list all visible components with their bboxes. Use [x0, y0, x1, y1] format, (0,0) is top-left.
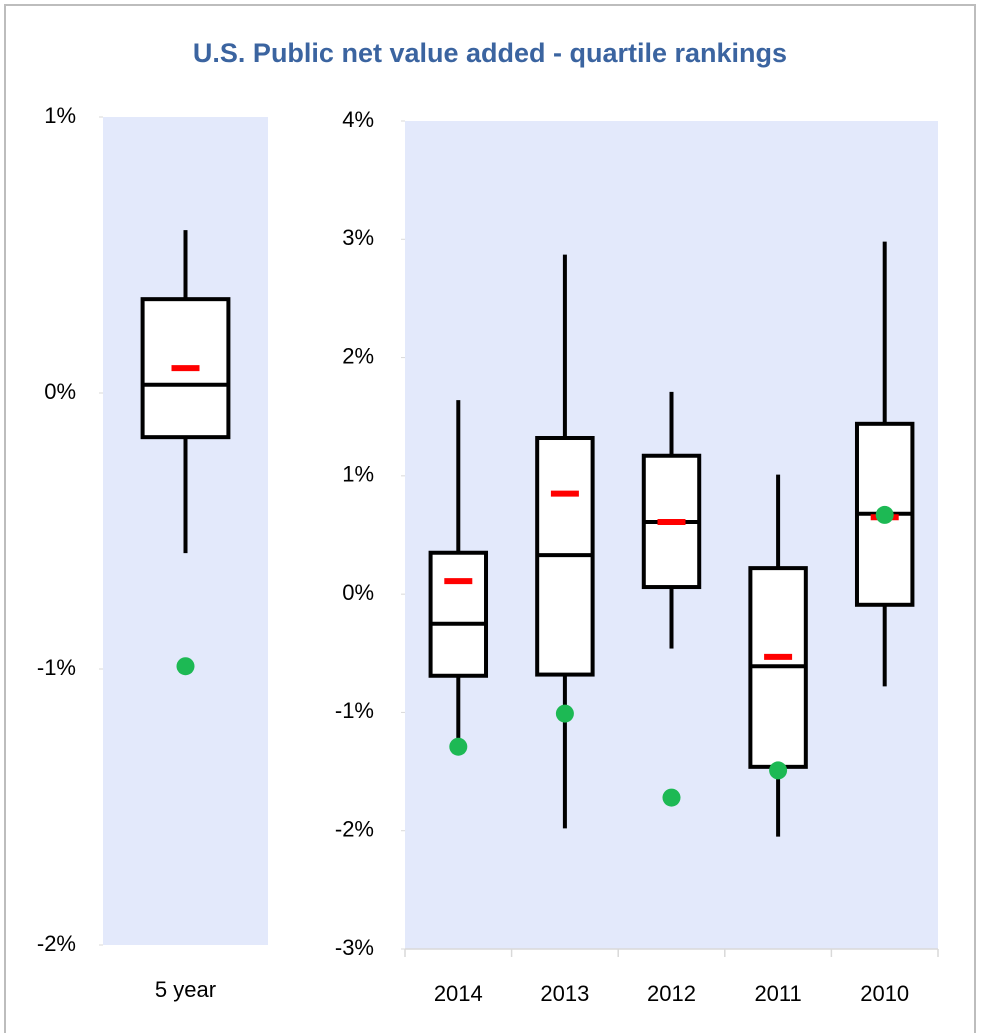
- x-tick-label: 2014: [434, 981, 483, 1006]
- point: [875, 505, 894, 524]
- frame: [4, 4, 976, 1033]
- y-tick-label: 4%: [342, 107, 374, 132]
- point: [769, 761, 788, 780]
- y-tick-label: 0%: [44, 379, 76, 404]
- point: [662, 788, 681, 807]
- x-tick-label: 2012: [647, 981, 696, 1006]
- y-tick-label: 3%: [342, 225, 374, 250]
- y-tick-label: 1%: [342, 462, 374, 487]
- point: [555, 704, 574, 723]
- x-tick-label: 2010: [860, 981, 909, 1006]
- y-tick-label: -2%: [37, 931, 76, 956]
- point: [176, 657, 195, 676]
- box: [428, 550, 489, 678]
- y-tick-label: -1%: [335, 698, 374, 723]
- x-tick-label: 2011: [754, 981, 801, 1006]
- chart-title: U.S. Public net value added - quartile r…: [193, 38, 787, 68]
- x-tick-label: 5 year: [155, 977, 216, 1002]
- y-tick-label: 2%: [342, 343, 374, 368]
- y-tick-label: 1%: [44, 103, 76, 128]
- y-tick-label: -2%: [335, 817, 374, 842]
- y-tick-label: -1%: [37, 655, 76, 680]
- y-tick-label: 0%: [342, 580, 374, 605]
- y-tick-label: -3%: [335, 935, 374, 960]
- point: [449, 737, 468, 756]
- x-tick-label: 2013: [540, 981, 589, 1006]
